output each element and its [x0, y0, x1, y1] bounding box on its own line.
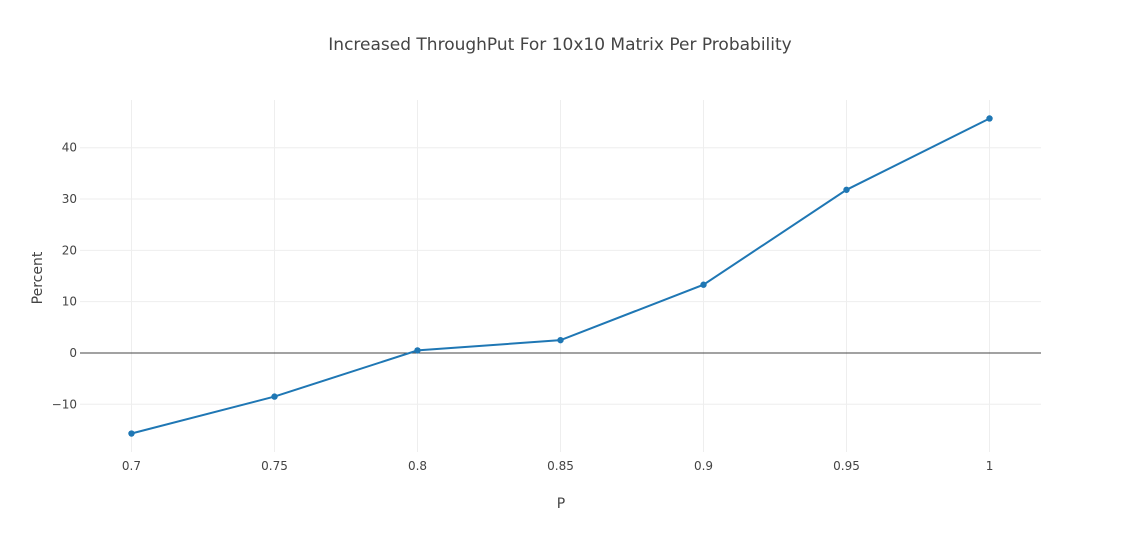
x-tick-label: 0.9: [694, 459, 713, 473]
x-tick-label: 1: [986, 459, 994, 473]
data-point[interactable]: [128, 430, 135, 437]
data-point[interactable]: [557, 336, 564, 344]
data-point[interactable]: [271, 393, 278, 400]
data-point[interactable]: [414, 347, 421, 354]
data-point[interactable]: [700, 281, 707, 288]
x-tick-label: 0.85: [547, 459, 574, 473]
y-axis-title: Percent: [30, 251, 46, 304]
data-point[interactable]: [843, 186, 850, 193]
x-axis-ticks: 0.7 0.75 0.8 0.85 0.9 0.95 1: [122, 459, 993, 473]
x-tick-label: 0.7: [122, 459, 141, 473]
y-tick-label: 10: [62, 295, 77, 309]
x-tick-label: 0.75: [261, 459, 288, 473]
x-axis-title: P: [557, 496, 565, 512]
chart-title: Increased ThroughPut For 10x10 Matrix Pe…: [328, 35, 791, 55]
series-group: [128, 115, 993, 437]
y-tick-label: −10: [52, 397, 77, 411]
y-tick-label: 40: [62, 141, 77, 155]
gridlines: [80, 100, 1041, 452]
x-tick-label: 0.95: [833, 459, 860, 473]
y-tick-label: 20: [62, 243, 77, 257]
x-tick-label: 0.8: [408, 459, 427, 473]
data-point[interactable]: [986, 115, 993, 122]
y-axis-ticks: −10 0 10 20 30 40: [52, 141, 77, 412]
y-tick-label: 30: [62, 192, 77, 206]
y-tick-label: 0: [69, 346, 77, 360]
